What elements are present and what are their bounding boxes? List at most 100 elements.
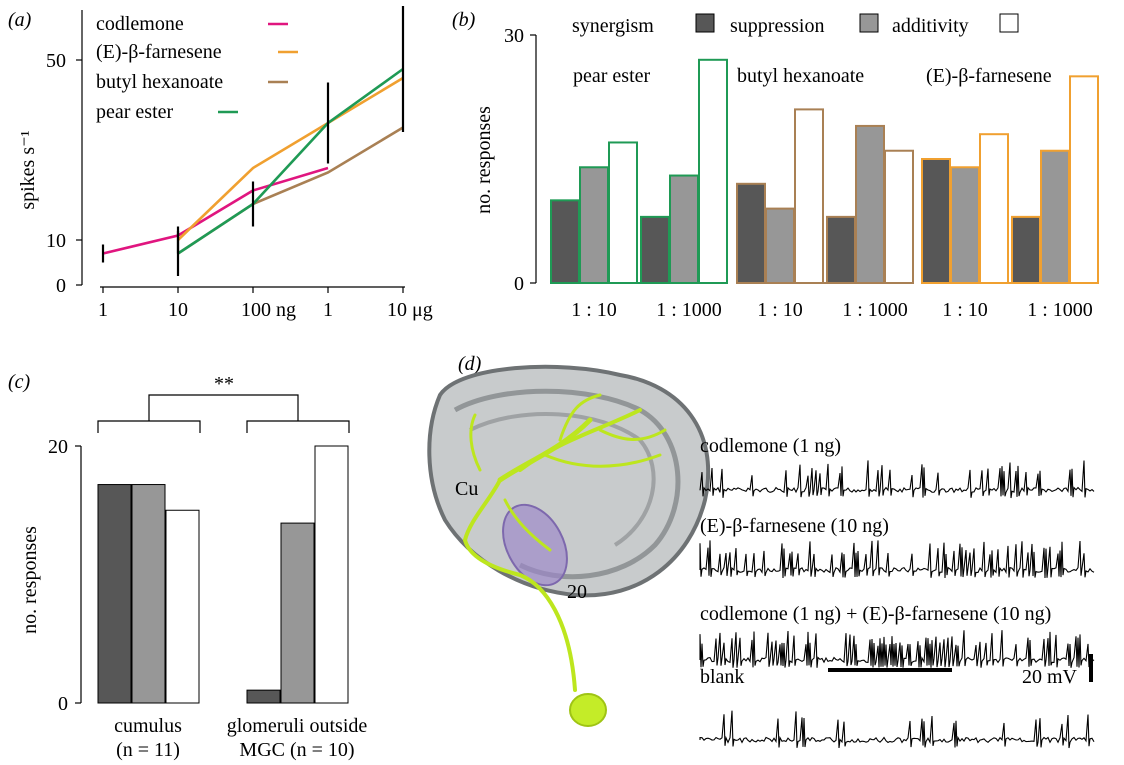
brain-reconstruction-image: Cu 20 [427, 364, 711, 727]
series-line [177, 67, 404, 255]
panel-c-label: (c) [8, 371, 31, 393]
cumulus-label: Cu [455, 478, 478, 500]
significance-marker: ** [214, 373, 234, 395]
trace-line [699, 540, 1095, 578]
bar [608, 141, 638, 284]
recording-traces [699, 460, 1095, 749]
brain-outline [427, 364, 711, 598]
bar [1040, 149, 1070, 284]
trace-label-1: codlemone (1 ng) [700, 435, 841, 457]
bar [640, 215, 670, 284]
x-tick-label: 1 : 1000 [656, 299, 722, 321]
x-category-label: glomeruli outside [227, 715, 368, 737]
x-tick-label: 1 : 1000 [842, 299, 908, 321]
x-tick-label: 1 : 10 [757, 299, 803, 321]
x-tick-label: 10 [168, 299, 188, 321]
x-tick-label: 1 : 10 [571, 299, 617, 321]
neuron-arborization [463, 393, 667, 692]
legend-label: additivity [892, 15, 969, 37]
bar [280, 522, 315, 704]
panel-b-axes: 0 30 [504, 25, 537, 295]
panel-a-legend: codlemone (E)-β-farnesene butyl hexanoate p… [96, 13, 298, 123]
x-category-sublabel: (n = 11) [116, 739, 180, 761]
bar [736, 182, 766, 284]
bar [950, 166, 980, 284]
bar [794, 108, 824, 285]
trace-label-4: blank [700, 666, 744, 688]
bar [246, 689, 281, 704]
bar [550, 199, 580, 284]
glomerulus-label: 20 [567, 581, 587, 603]
panel-c-y-axis-label: no. responses [19, 526, 41, 634]
group-title: pear ester [573, 65, 651, 87]
panel-d-label: (d) [458, 353, 482, 375]
bar [979, 133, 1009, 284]
group-title: butyl hexanoate [737, 65, 864, 87]
bar [1069, 75, 1099, 285]
bar [97, 484, 132, 704]
legend-swatch [999, 13, 1019, 33]
significance-bracket [97, 394, 350, 433]
x-tick-label: 1 : 1000 [1027, 299, 1093, 321]
bar [165, 509, 200, 704]
bar [1011, 215, 1041, 284]
bar [855, 124, 885, 284]
bar [698, 58, 728, 284]
legend-label: codlemone [96, 13, 184, 35]
group-title: (E)-β-farnesene [926, 65, 1052, 87]
neuron-soma [569, 693, 607, 727]
panel-a-label: (a) [8, 9, 32, 31]
x-tick-label: 10 μg [387, 299, 433, 321]
trace-label-2: (E)-β-farnesene (10 ng) [700, 515, 889, 537]
trace-line [699, 710, 1095, 749]
panel-c-axes: 0 20 ** [48, 373, 350, 715]
legend-swatch [695, 13, 715, 33]
bar [765, 207, 795, 285]
legend-label: synergism [572, 15, 654, 37]
legend-label: suppression [730, 15, 824, 37]
bar [884, 149, 914, 284]
y-tick-label: 20 [48, 436, 68, 458]
y-tick-label: 50 [46, 50, 66, 72]
bar [669, 174, 699, 285]
series-line [177, 76, 404, 241]
x-tick-label: 1 [323, 299, 333, 321]
panel-b-legend: synergism suppression additivity [572, 13, 1019, 37]
panel-a: (a) spikes s⁻¹ 0 10 50 1 10 100 ng 1 10 μg codl… [8, 6, 433, 321]
y-tick-label: 0 [56, 275, 66, 297]
x-tick-label: 100 ng [241, 299, 296, 321]
x-tick-label: 1 [98, 299, 108, 321]
y-tick-label: 0 [58, 693, 68, 715]
panel-a-y-axis-label: spikes s⁻¹ [17, 130, 39, 209]
trace-label-3: codlemone (1 ng) + (E)-β-farnesene (10 n… [700, 603, 1051, 625]
y-tick-label: 10 [46, 230, 66, 252]
trace-line [699, 630, 1095, 668]
y-tick-label: 30 [504, 25, 524, 47]
legend-label: (E)-β-farnesene [96, 41, 222, 63]
panel-a-series [101, 6, 405, 276]
panel-b-bars: pear ester 1 : 10 1 : 1000 butyl hexanoate 1… [550, 58, 1099, 321]
x-category-label: cumulus [114, 715, 182, 737]
bar [314, 445, 349, 704]
bar [826, 215, 856, 284]
panel-b: (b) no. responses synergism suppression ad… [452, 9, 1099, 321]
legend-label: butyl hexanoate [96, 71, 223, 93]
legend-swatch [859, 13, 879, 33]
panel-a-axes: 0 10 50 1 10 100 ng 1 10 μg [46, 10, 433, 321]
panel-c: (c) no. responses 0 20 ** cumulus(n = 11) g… [8, 371, 367, 761]
series-line [102, 166, 329, 255]
legend-label: pear ester [96, 101, 174, 123]
voltage-scale-label: 20 mV [1022, 666, 1078, 688]
panel-b-y-axis-label: no. responses [473, 106, 495, 214]
y-tick-label: 0 [514, 273, 524, 295]
trace-line [699, 460, 1095, 499]
x-category-sublabel: MGC (n = 10) [239, 739, 354, 761]
x-tick-label: 1 : 10 [942, 299, 988, 321]
glomerulus-20 [502, 503, 568, 587]
bar [131, 484, 166, 704]
bar [579, 166, 609, 284]
panel-d: (d) Cu 20 codlemone (1 ng) ( [427, 353, 1095, 749]
bar [921, 158, 951, 284]
